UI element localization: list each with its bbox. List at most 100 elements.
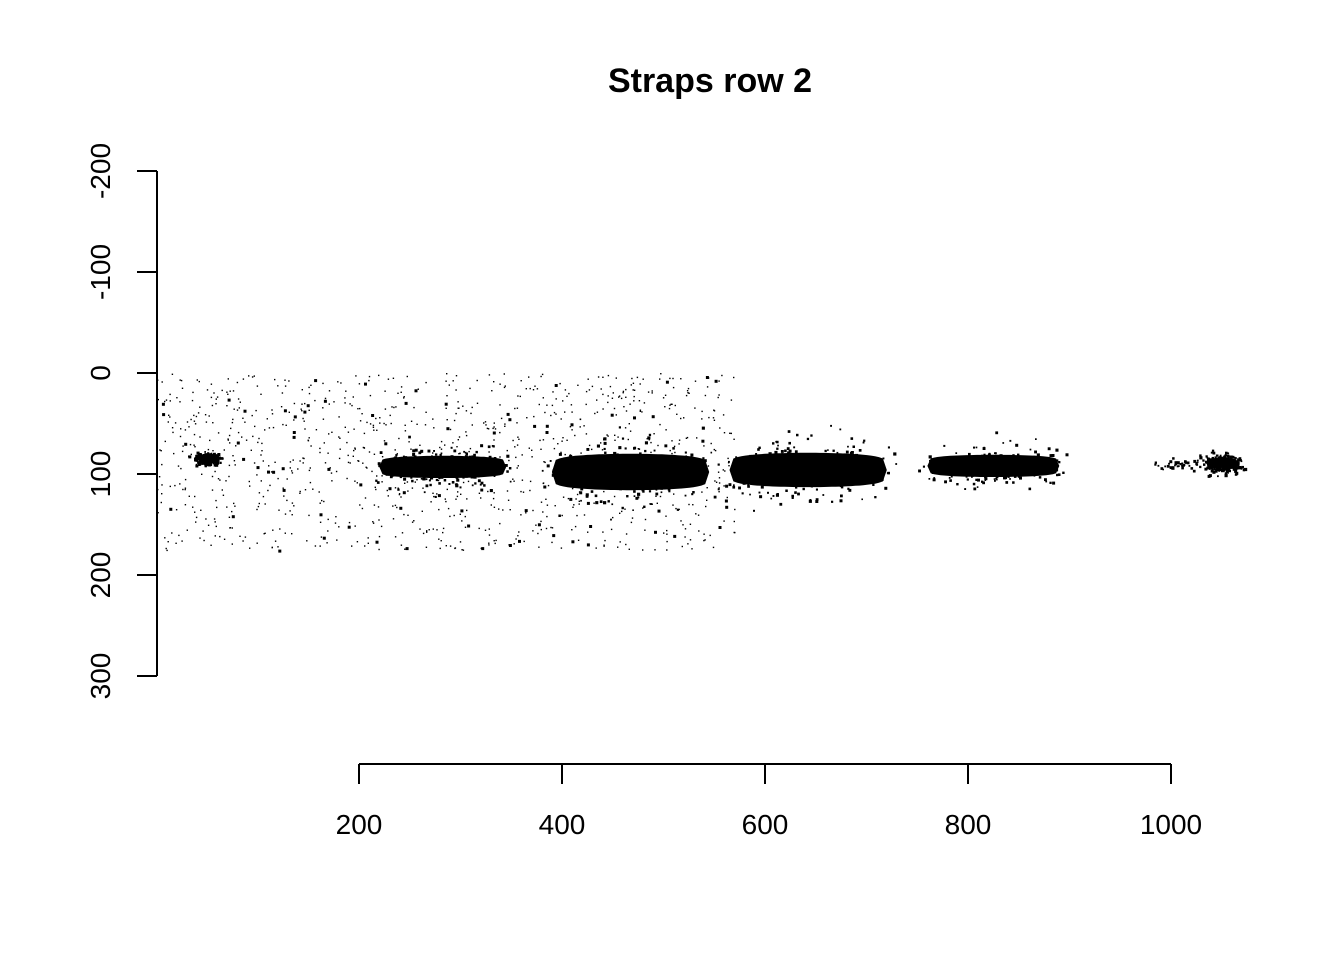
noise-point xyxy=(680,520,682,522)
noise-point xyxy=(161,463,163,466)
cluster-point xyxy=(428,468,431,471)
noise-point xyxy=(680,378,682,380)
noise-point xyxy=(499,522,501,525)
cluster-point xyxy=(984,472,988,475)
cluster-point xyxy=(395,454,398,457)
cluster-point xyxy=(1164,465,1167,468)
noise-point xyxy=(573,504,575,506)
cluster-point xyxy=(1207,474,1211,478)
cluster-point xyxy=(797,459,800,462)
cluster-point xyxy=(459,452,461,455)
cluster-point xyxy=(887,446,890,449)
cluster-point xyxy=(1235,461,1238,464)
cluster-point xyxy=(1234,469,1238,473)
cluster-point xyxy=(735,470,738,473)
noise-point xyxy=(231,515,235,519)
cluster-point xyxy=(477,475,480,478)
cluster-point xyxy=(421,468,424,471)
cluster-point xyxy=(831,500,834,503)
cluster-point xyxy=(1012,454,1015,457)
noise-point xyxy=(594,412,596,415)
cluster-point xyxy=(931,472,934,474)
cluster-point xyxy=(950,475,953,478)
noise-point xyxy=(329,467,331,469)
cluster-point xyxy=(607,482,611,485)
noise-point xyxy=(493,540,495,542)
cluster-point xyxy=(417,458,420,461)
cluster-point xyxy=(1172,466,1175,469)
noise-point xyxy=(299,490,301,493)
cluster-point xyxy=(451,464,455,469)
noise-point xyxy=(508,544,512,547)
noise-point xyxy=(730,399,733,401)
noise-point xyxy=(633,389,636,391)
noise-point xyxy=(292,459,294,461)
cluster-point xyxy=(208,453,211,456)
cluster-point xyxy=(427,464,430,468)
cluster-point xyxy=(441,461,445,465)
noise-point xyxy=(250,449,252,451)
noise-point xyxy=(366,421,368,424)
noise-point xyxy=(639,409,642,411)
cluster-point xyxy=(1227,461,1230,464)
cluster-point xyxy=(878,464,882,468)
cluster-point xyxy=(1226,468,1229,471)
cluster-point xyxy=(613,451,617,456)
cluster-point xyxy=(951,463,954,466)
cluster-point xyxy=(749,472,752,475)
cluster-1 xyxy=(375,435,512,498)
noise-point xyxy=(585,403,587,406)
cluster-point xyxy=(649,484,653,488)
cluster-5 xyxy=(1199,449,1248,478)
cluster-point xyxy=(202,454,206,457)
cluster-point xyxy=(453,449,457,453)
cluster-point xyxy=(876,467,879,470)
noise-point xyxy=(308,469,311,472)
noise-point xyxy=(302,457,304,459)
noise-point xyxy=(586,543,590,547)
noise-point xyxy=(646,438,648,440)
noise-point xyxy=(691,548,693,550)
noise-point xyxy=(504,385,506,387)
cluster-point xyxy=(425,484,429,488)
x-tick-label: 200 xyxy=(336,809,383,840)
noise-point xyxy=(492,427,494,430)
noise-point xyxy=(540,501,543,503)
noise-point xyxy=(237,431,240,434)
cluster-point xyxy=(664,444,668,448)
noise-point xyxy=(372,424,375,427)
cluster-point xyxy=(1035,471,1037,474)
cluster-point xyxy=(1174,462,1177,466)
cluster-point xyxy=(424,456,427,459)
noise-point xyxy=(395,406,397,408)
noise-point xyxy=(394,487,397,489)
noise-point xyxy=(517,436,519,438)
noise-point xyxy=(169,393,171,396)
noise-point xyxy=(657,444,659,447)
cluster-point xyxy=(799,474,802,477)
noise-point xyxy=(162,413,166,417)
cluster-point xyxy=(816,471,820,475)
noise-point xyxy=(672,377,674,380)
cluster-point xyxy=(580,499,582,502)
noise-point xyxy=(266,418,268,420)
noise-point xyxy=(521,479,524,481)
cluster-point xyxy=(1052,481,1056,485)
cluster-point xyxy=(604,451,607,454)
noise-point xyxy=(568,392,570,395)
noise-point xyxy=(242,378,245,380)
cluster-point xyxy=(480,469,482,471)
noise-point xyxy=(701,439,705,443)
cluster-point xyxy=(219,461,222,464)
noise-point xyxy=(413,520,415,522)
cluster-point xyxy=(211,457,215,461)
cluster-point xyxy=(469,466,473,470)
cluster-point xyxy=(196,451,200,455)
noise-point xyxy=(540,375,542,378)
cluster-point xyxy=(788,441,791,445)
cluster-point xyxy=(580,465,582,468)
cluster-point xyxy=(1005,474,1008,476)
cluster-point xyxy=(1154,463,1157,466)
cluster-point xyxy=(413,455,417,459)
noise-point xyxy=(213,518,216,520)
